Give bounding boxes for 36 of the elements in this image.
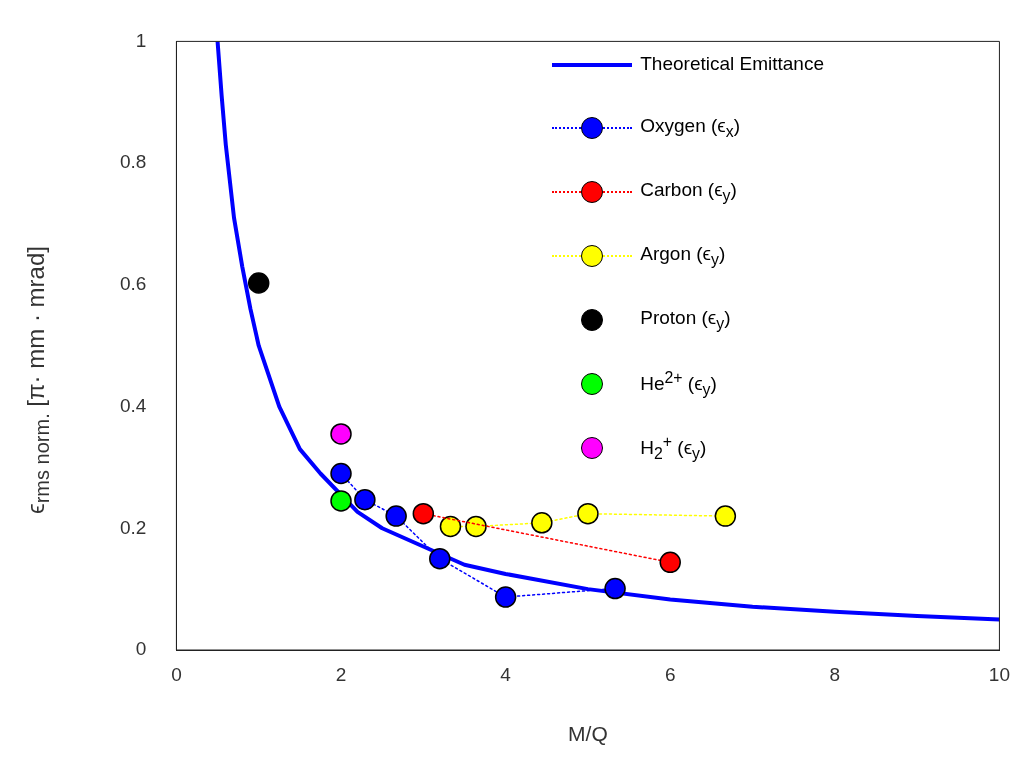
y-tick-label: 0: [135, 638, 147, 660]
y-tick-label: 0.6: [119, 273, 147, 295]
point: [714, 505, 737, 527]
point: [385, 505, 407, 527]
point: [531, 512, 553, 534]
legend-label: He$^{2+}$ (ϵ$_{y}$): [640, 368, 717, 400]
legend-label: Oxygen (ϵ$_{x}$): [640, 115, 740, 141]
y-tick-label: 0.8: [119, 151, 147, 173]
x-tick-label: 4: [500, 663, 512, 685]
point: [412, 502, 435, 525]
x-tick-label: 6: [664, 663, 676, 685]
legend-label: H$_{2}$$^{+}$ (ϵ$_{y}$): [640, 432, 707, 464]
point: [247, 272, 270, 294]
point: [330, 423, 352, 445]
point: [659, 551, 681, 574]
legend-label: Argon (ϵ$_{y}$): [640, 243, 726, 269]
point: [330, 490, 352, 512]
y-tick-label: 0.2: [119, 516, 147, 538]
x-tick-label: 0: [171, 663, 182, 685]
y-tick-label: 0.4: [119, 394, 147, 416]
legend-label: Theoretical Emittance: [640, 53, 824, 75]
point: [354, 488, 376, 511]
point: [465, 515, 487, 538]
legend-label: Carbon (ϵ$_{y}$): [640, 179, 737, 205]
y-tick-label: 1: [135, 29, 147, 51]
x-tick-label: 8: [829, 663, 841, 685]
point: [604, 577, 626, 600]
point: [494, 586, 517, 608]
point: [330, 462, 352, 485]
point: [439, 515, 462, 538]
point: [577, 502, 599, 525]
point: [429, 547, 451, 570]
legend-label: Proton (ϵ$_{y}$): [640, 307, 731, 333]
x-tick-label: 2: [335, 663, 347, 685]
x-axis-title: M/Q: [568, 722, 608, 746]
x-tick-label: 10: [988, 663, 1010, 685]
